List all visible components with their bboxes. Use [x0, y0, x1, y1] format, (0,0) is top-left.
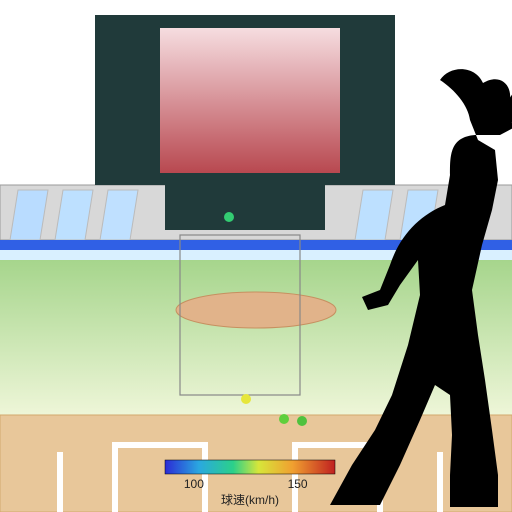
pitch-marker [279, 414, 289, 424]
legend-tick-150: 150 [288, 477, 308, 491]
legend-label: 球速(km/h) [221, 493, 279, 507]
pitch-marker [297, 416, 307, 426]
pitch-marker [224, 212, 234, 222]
pitchers-mound [176, 292, 336, 328]
pitch-location-chart: 100 150 球速(km/h) [0, 0, 512, 512]
pitch-marker [241, 394, 251, 404]
legend-tick-100: 100 [184, 477, 204, 491]
scoreboard-screen [160, 28, 340, 173]
